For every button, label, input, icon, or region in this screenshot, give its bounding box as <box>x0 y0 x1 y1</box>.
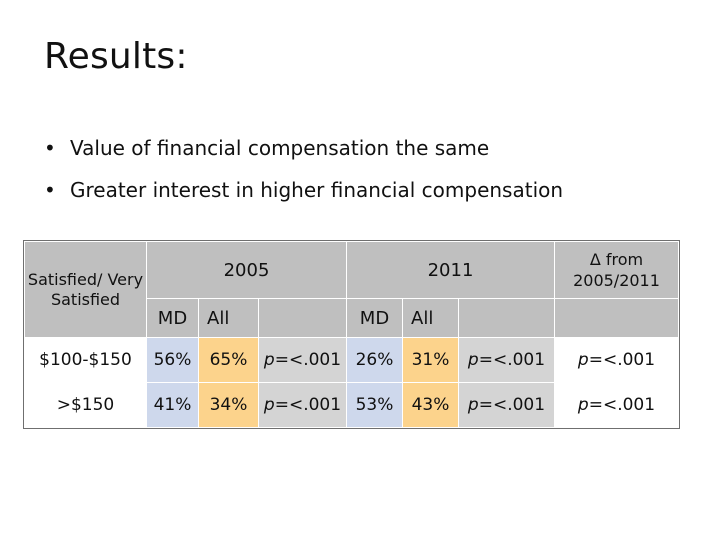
p-2005-cell: p=<.001 <box>258 337 347 383</box>
bullet-text: Value of financial compensation the same <box>70 136 490 160</box>
all-2005-cell: 65% <box>198 337 259 383</box>
row-label: $100-$150 <box>24 337 147 383</box>
p-2011-cell: p=<.001 <box>458 382 555 428</box>
satisfied-header: Satisfied/ Very Satisfied <box>24 241 147 338</box>
bullet-dot-icon: • <box>44 178 56 202</box>
all-2005-subheader: All <box>198 298 259 338</box>
all-2011-cell: 43% <box>402 382 459 428</box>
delta-cell: p=<.001 <box>554 382 679 428</box>
all-2011-cell: 31% <box>402 337 459 383</box>
md-2011-subheader: MD <box>346 298 403 338</box>
row-label: >$150 <box>24 382 147 428</box>
md-2005-cell: 56% <box>146 337 199 383</box>
delta-cell: p=<.001 <box>554 337 679 383</box>
all-2005-cell: 34% <box>198 382 259 428</box>
all-2011-subheader: All <box>402 298 459 338</box>
bullet-dot-icon: • <box>44 136 56 160</box>
p-2005-cell: p=<.001 <box>258 382 347 428</box>
table-row: $100-$150 56% 65% p=<.001 26% 31% p=<.00… <box>24 337 679 383</box>
bullet-text: Greater interest in higher financial com… <box>70 178 564 202</box>
delta-subheader <box>554 298 679 338</box>
p-2005-subheader <box>258 298 347 338</box>
bullet-list: • Value of financial compensation the sam… <box>44 130 563 214</box>
bullet-item: • Greater interest in higher financial co… <box>44 172 563 214</box>
delta-header: Δ from 2005/2011 <box>554 241 679 299</box>
year-2005-header: 2005 <box>146 241 347 299</box>
header-row: Satisfied/ Very Satisfied 2005 2011 Δ fr… <box>24 241 679 338</box>
p-2011-cell: p=<.001 <box>458 337 555 383</box>
md-2011-cell: 53% <box>346 382 403 428</box>
md-2011-cell: 26% <box>346 337 403 383</box>
p-2011-subheader <box>458 298 555 338</box>
md-2005-cell: 41% <box>146 382 199 428</box>
bullet-item: • Value of financial compensation the sam… <box>44 130 563 172</box>
md-2005-subheader: MD <box>146 298 199 338</box>
slide-title: Results: <box>44 36 188 77</box>
year-2011-header: 2011 <box>346 241 555 299</box>
subheader-row: MD All MD All <box>25 298 679 338</box>
results-table: Satisfied/ Very Satisfied 2005 2011 Δ fr… <box>23 240 680 429</box>
table-row: >$150 41% 34% p=<.001 53% 43% p=<.001 p=… <box>24 382 679 428</box>
